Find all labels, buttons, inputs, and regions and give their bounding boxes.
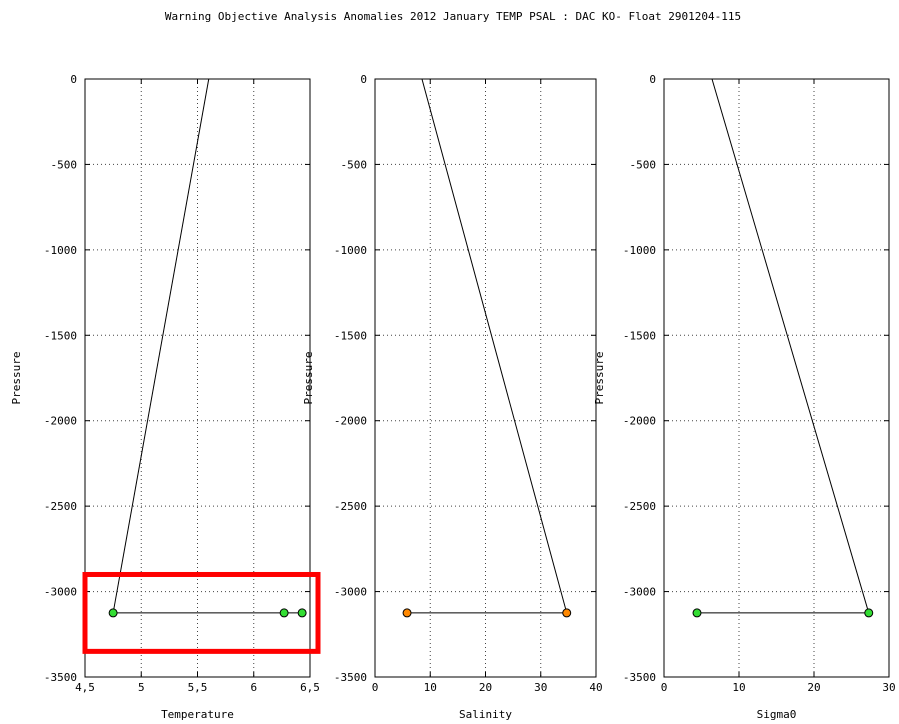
x-tick-label: 6 xyxy=(250,681,257,694)
y-tick-label: 0 xyxy=(360,73,367,86)
data-point xyxy=(297,608,307,618)
panel-1: 4,5 5 5,5 6 6,5 0 -500 -1000 -1500 -2000 -2500 -300… xyxy=(10,73,321,721)
y-tick-label: -3500 xyxy=(623,671,656,684)
x-tick-label: 30 xyxy=(882,681,895,694)
y-tick-label: -1000 xyxy=(334,244,367,257)
y-tick-label: -2500 xyxy=(334,500,367,513)
y-tick-label: -2500 xyxy=(623,500,656,513)
y-axis-title: Pressure xyxy=(10,352,23,405)
y-tick-label: -500 xyxy=(630,158,657,171)
x-tick-label: 40 xyxy=(589,681,602,694)
x-tick-label: 5,5 xyxy=(188,681,208,694)
profile-line xyxy=(421,78,568,614)
panel-3: 0 10 20 30 0 -500 -1000 -1500 -2000 -2500 -3000 -35… xyxy=(593,73,896,721)
profile-line xyxy=(711,78,870,614)
plot-frame xyxy=(663,78,890,678)
x-axis-title: Temperature xyxy=(161,708,234,721)
data-point xyxy=(402,608,412,618)
data-point xyxy=(692,608,702,618)
data-point xyxy=(864,608,874,618)
y-tick-label: -500 xyxy=(341,158,368,171)
x-tick-label: 5 xyxy=(138,681,145,694)
x-tick-label: 20 xyxy=(807,681,820,694)
x-tick-label: 0 xyxy=(661,681,668,694)
y-tick-label: -2000 xyxy=(334,415,367,428)
y-axis-title: Pressure xyxy=(302,352,315,405)
y-tick-label: -3500 xyxy=(44,671,77,684)
x-axis-title: Salinity xyxy=(459,708,512,721)
panel-2: 0 10 20 30 40 0 -500 -1000 -1500 -2000 -2500 -3000 -… xyxy=(302,73,603,721)
y-axis-title: Pressure xyxy=(593,352,606,405)
y-tick-label: -2000 xyxy=(623,415,656,428)
y-tick-label: 0 xyxy=(70,73,77,86)
x-tick-label: 0 xyxy=(372,681,379,694)
x-tick-label: 10 xyxy=(424,681,437,694)
profile-line xyxy=(112,78,210,614)
y-tick-label: -1500 xyxy=(334,329,367,342)
panels: 4,5 5 5,5 6 6,5 0 -500 -1000 -1500 -2000 -2500 -300… xyxy=(10,73,896,721)
data-point xyxy=(279,608,289,618)
x-tick-label: 30 xyxy=(534,681,547,694)
y-tick-label: -3500 xyxy=(334,671,367,684)
x-tick-label: 10 xyxy=(732,681,745,694)
x-tick-label: 4,5 xyxy=(75,681,95,694)
x-tick-label: 20 xyxy=(479,681,492,694)
y-tick-label: -3000 xyxy=(334,586,367,599)
figure-title: Warning Objective Analysis Anomalies 201… xyxy=(165,10,741,23)
y-tick-label: -2500 xyxy=(44,500,77,513)
y-tick-label: -3000 xyxy=(623,586,656,599)
highlight-box xyxy=(82,571,321,654)
y-tick-label: -2000 xyxy=(44,415,77,428)
y-tick-label: -3000 xyxy=(44,586,77,599)
y-tick-label: -500 xyxy=(51,158,78,171)
y-tick-label: -1000 xyxy=(623,244,656,257)
y-tick-label: -1000 xyxy=(44,244,77,257)
y-tick-label: -1500 xyxy=(623,329,656,342)
x-axis-title: Sigma0 xyxy=(757,708,797,721)
data-point xyxy=(562,608,572,618)
x-tick-label: 6,5 xyxy=(300,681,320,694)
data-point xyxy=(108,608,118,618)
y-tick-label: -1500 xyxy=(44,329,77,342)
y-tick-label: 0 xyxy=(649,73,656,86)
